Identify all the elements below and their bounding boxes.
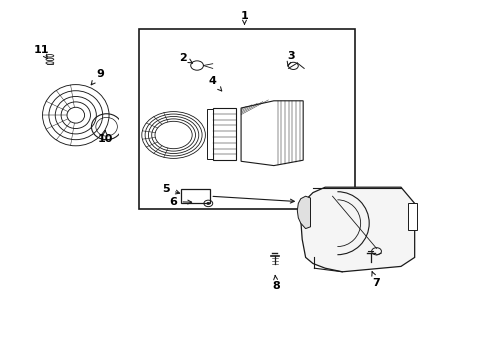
Bar [181,189,210,203]
Text: 3: 3 [286,51,294,66]
Text: 4: 4 [208,76,221,91]
Text: 5: 5 [162,184,179,194]
Bar [139,29,354,209]
Polygon shape [297,196,310,229]
Text: 6: 6 [169,197,191,207]
Text: 2: 2 [179,53,192,63]
Circle shape [206,202,209,204]
Text: 10: 10 [97,131,113,144]
Bar [407,203,416,230]
Bar [206,109,212,159]
Text: 9: 9 [91,69,104,85]
Polygon shape [300,187,414,272]
Text: 1: 1 [240,11,248,24]
Bar [119,111,126,143]
Bar [212,108,236,160]
Text: 8: 8 [272,275,280,291]
Text: 11: 11 [34,45,49,59]
Polygon shape [241,101,303,166]
Text: 7: 7 [371,272,380,288]
